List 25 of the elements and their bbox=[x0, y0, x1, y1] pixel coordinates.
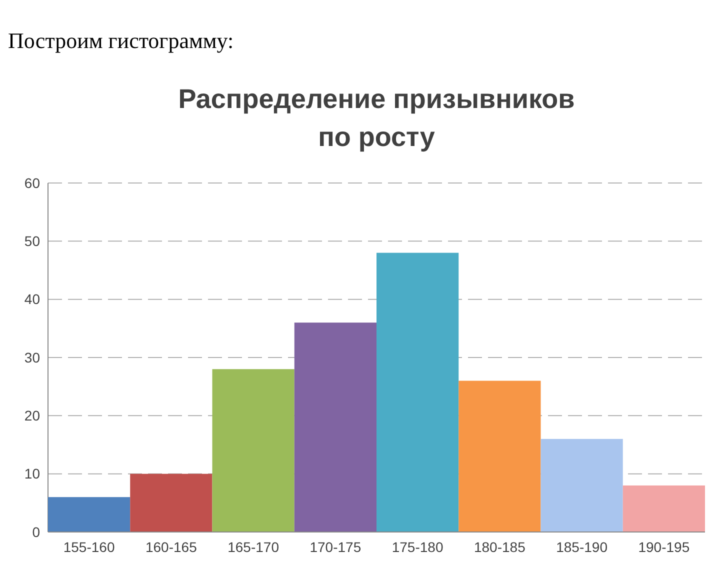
bar bbox=[540, 438, 623, 532]
x-tick-label: 160-165 bbox=[145, 539, 198, 555]
y-tick-label: 30 bbox=[24, 349, 40, 366]
text: Построим гистограмму: bbox=[8, 28, 234, 53]
x-tick-label: 185-190 bbox=[556, 539, 608, 555]
x-tick-label: 190-195 bbox=[638, 539, 690, 555]
bar bbox=[48, 497, 130, 532]
bar bbox=[294, 322, 376, 532]
x-tick-label: 155-160 bbox=[63, 539, 115, 555]
y-tick-label: 10 bbox=[24, 466, 40, 482]
y-tick-label: 60 bbox=[24, 174, 40, 191]
bar bbox=[376, 252, 459, 532]
bar bbox=[458, 380, 541, 532]
bar bbox=[622, 485, 705, 532]
bar bbox=[130, 474, 212, 532]
x-tick-label: 175-180 bbox=[392, 539, 444, 555]
bar bbox=[212, 369, 294, 532]
x-tick-label: 180-185 bbox=[474, 539, 526, 555]
x-tick-label: 165-170 bbox=[228, 539, 280, 555]
y-tick-label: 50 bbox=[24, 233, 40, 250]
y-tick-label: 20 bbox=[24, 408, 40, 424]
x-tick-label: 170-175 bbox=[310, 539, 362, 555]
chart-title: Распределение призывников по росту bbox=[178, 84, 575, 152]
y-tick-label: 40 bbox=[24, 291, 40, 308]
y-tick-label: 0 bbox=[32, 524, 40, 540]
